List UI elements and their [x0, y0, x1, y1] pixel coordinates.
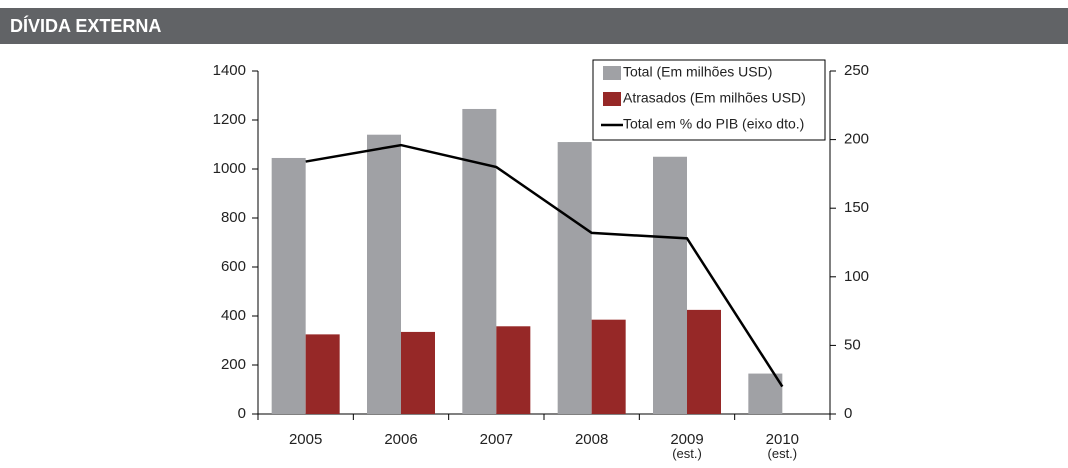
- bar: [401, 331, 435, 414]
- bar: [462, 108, 497, 414]
- x-tick-label: 2010 (est.): [766, 431, 799, 461]
- y-tick-label: 0: [238, 405, 246, 422]
- y-tick-label: 400: [221, 307, 246, 324]
- x-tick-label: 2008: [575, 431, 608, 448]
- legend-swatch: [603, 66, 621, 80]
- bar: [557, 142, 592, 415]
- x-tick-label: 2009 (est.): [670, 431, 703, 461]
- x-tick-label: 2005: [289, 431, 322, 448]
- y2-tick-label: 0: [844, 405, 852, 422]
- line: [305, 143, 784, 388]
- y2-tick-label: 50: [844, 336, 861, 353]
- header: DÍVIDA EXTERNA: [0, 8, 1068, 44]
- y2-tick-label: 100: [844, 268, 869, 285]
- x-tick-label: 2007: [480, 431, 513, 448]
- bar: [591, 319, 626, 414]
- bar: [653, 156, 687, 414]
- bar: [687, 309, 721, 414]
- legend-swatch: [603, 92, 621, 106]
- legend-label: Total (Em milhões USD): [623, 64, 772, 80]
- y2-tick-label: 250: [844, 62, 869, 79]
- y-tick-label: 600: [221, 258, 246, 275]
- y-tick-label: 1200: [213, 111, 246, 128]
- bar: [367, 134, 401, 414]
- legend-label: Total em % do PIB (eixo dto.): [623, 116, 804, 132]
- bar: [305, 334, 340, 414]
- legend-box: [592, 59, 826, 141]
- y-tick-label: 200: [221, 356, 246, 373]
- y2-tick-label: 150: [844, 199, 869, 216]
- y-tick-label: 1000: [213, 160, 246, 177]
- y-tick-label: 1400: [213, 62, 246, 79]
- x-tick-label: 2006: [384, 431, 417, 448]
- legend-label: Atrasados (Em milhões USD): [623, 90, 806, 106]
- header-title: DÍVIDA EXTERNA: [10, 16, 162, 36]
- bar: [496, 326, 531, 414]
- bar: [271, 157, 306, 414]
- bar: [748, 373, 783, 414]
- y2-tick-label: 200: [844, 131, 869, 148]
- y-tick-label: 800: [221, 209, 246, 226]
